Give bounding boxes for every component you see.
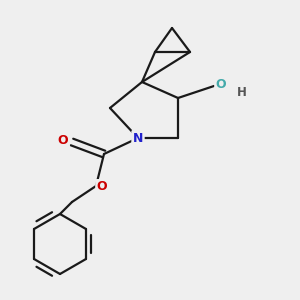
Text: H: H bbox=[237, 86, 247, 100]
Text: O: O bbox=[97, 181, 107, 194]
Text: N: N bbox=[133, 131, 143, 145]
Text: O: O bbox=[216, 79, 226, 92]
Text: O: O bbox=[58, 134, 68, 148]
